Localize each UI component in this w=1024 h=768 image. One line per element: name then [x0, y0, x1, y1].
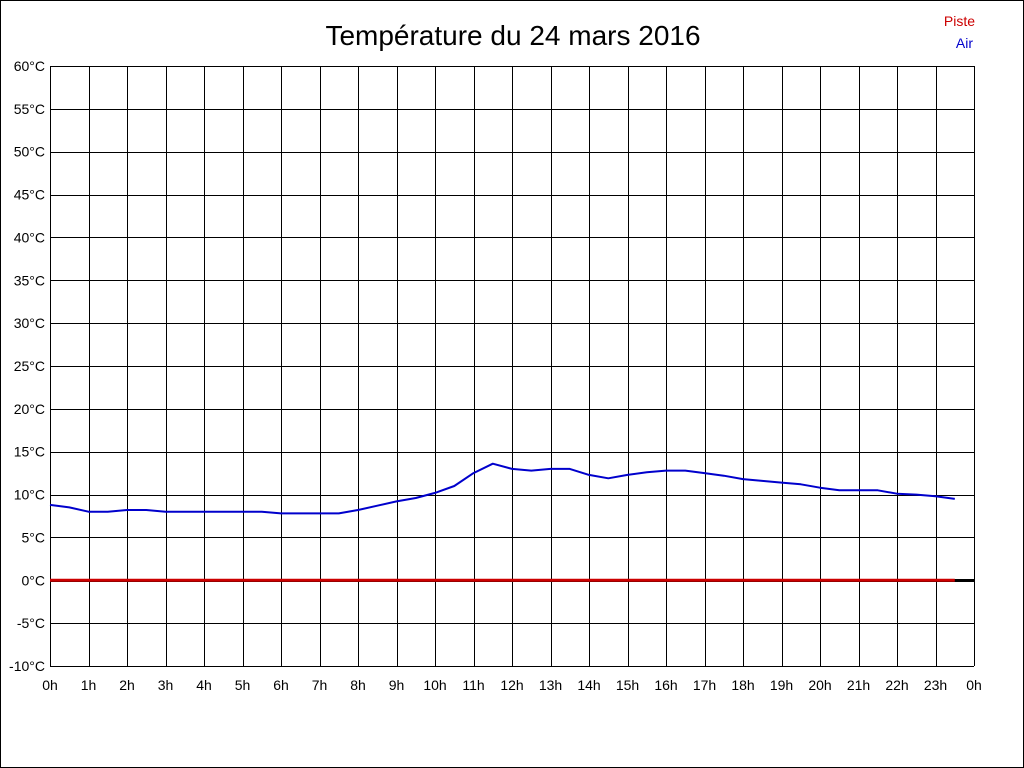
x-tick-label: 19h — [770, 677, 793, 693]
x-tick-label: 0h — [966, 677, 982, 693]
y-tick-label: 35°C — [14, 272, 45, 288]
y-tick-label: 5°C — [22, 529, 46, 545]
x-tick-label: 8h — [350, 677, 366, 693]
x-tick-label: 23h — [924, 677, 947, 693]
x-tick-label: 7h — [312, 677, 328, 693]
series-line-air — [49, 462, 955, 515]
x-tick-label: 3h — [158, 677, 174, 693]
y-tick-label: 55°C — [14, 101, 45, 117]
y-tick-label: -5°C — [17, 615, 45, 631]
x-tick-label: 12h — [500, 677, 523, 693]
y-axis-ticks: 60°C 55°C 50°C 45°C 40°C 35°C 30°C 25°C 20°C 15°C… — [9, 58, 45, 674]
y-tick-label: 0°C — [22, 572, 46, 588]
x-tick-label: 6h — [273, 677, 289, 693]
x-tick-label: 0h — [42, 677, 58, 693]
x-tick-label: 2h — [119, 677, 135, 693]
y-tick-label: 60°C — [14, 58, 45, 74]
y-tick-label: 10°C — [14, 487, 45, 503]
y-tick-label: 25°C — [14, 358, 45, 374]
x-tick-label: 14h — [577, 677, 600, 693]
x-tick-label: 22h — [885, 677, 908, 693]
x-tick-label: 18h — [731, 677, 754, 693]
y-tick-label: 40°C — [14, 229, 45, 245]
x-tick-label: 21h — [847, 677, 870, 693]
x-tick-label: 16h — [654, 677, 677, 693]
legend-entry-air: Air — [956, 35, 973, 51]
x-tick-label: 15h — [616, 677, 639, 693]
series-layer — [49, 462, 955, 582]
x-tick-label: 5h — [235, 677, 251, 693]
y-tick-label: 50°C — [14, 144, 45, 160]
y-tick-label: 30°C — [14, 315, 45, 331]
x-tick-label: 13h — [539, 677, 562, 693]
y-tick-label: -10°C — [9, 658, 45, 674]
x-tick-label: 11h — [462, 677, 484, 693]
y-tick-label: 20°C — [14, 401, 45, 417]
legend: Piste Air — [944, 13, 975, 51]
x-tick-label: 17h — [693, 677, 716, 693]
y-tick-label: 15°C — [14, 444, 45, 460]
x-tick-label: 4h — [196, 677, 212, 693]
x-axis-ticks: 0h 1h 2h 3h 4h 5h 6h 7h 8h 9h 10h 11h 12h 13h 14h 15h 16… — [42, 677, 982, 693]
legend-entry-piste: Piste — [944, 13, 975, 29]
grid — [50, 66, 975, 667]
x-tick-label: 10h — [423, 677, 446, 693]
x-tick-label: 9h — [389, 677, 405, 693]
x-tick-label: 1h — [81, 677, 97, 693]
x-tick-label: 20h — [808, 677, 831, 693]
y-tick-label: 45°C — [14, 187, 45, 203]
chart-title: Température du 24 mars 2016 — [325, 20, 700, 51]
